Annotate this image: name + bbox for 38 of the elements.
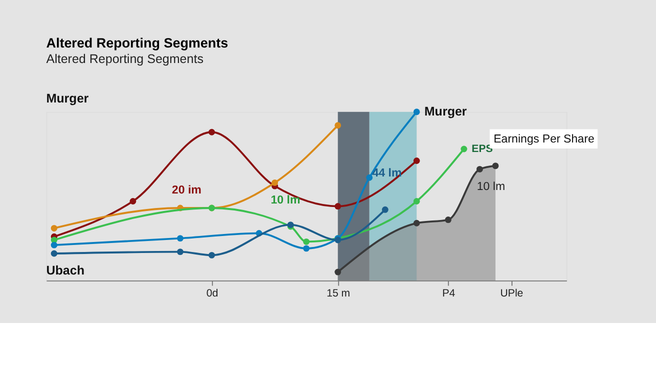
point [334,268,342,276]
annotation: 10 lm [270,194,300,206]
annotation: Ubach [46,264,84,278]
point [366,174,373,181]
point [303,245,310,252]
point [492,162,499,170]
point [334,203,342,210]
point [50,250,58,257]
point [303,238,310,245]
x-tick-label: 0d [206,287,218,300]
point [413,158,420,164]
point [176,248,184,256]
chart-title: Altered Reporting Segments [46,35,228,50]
annotation: 10 lm [476,180,506,193]
chart-subtitle: Altered Reporting Segments [46,52,204,66]
point [50,224,58,232]
point [444,216,452,224]
point [130,198,136,204]
x-tick-label: UPle [500,287,524,300]
annotation: 44 lm [372,167,402,180]
annotation: Earnings Per Share [494,134,594,146]
annotation: 20 im [172,184,202,196]
point [176,235,184,242]
point [334,122,342,129]
point [208,252,215,258]
point [413,198,420,204]
x-tick-label: P4 [442,287,456,300]
text: Murger [46,91,89,106]
point [413,108,420,116]
point [272,179,278,186]
series-label: Murger [424,104,467,119]
point [460,146,468,152]
point [208,128,215,136]
point [382,206,388,213]
point [413,220,420,226]
x-tick-label: 15 m [326,287,350,300]
point [50,242,58,248]
point [476,166,483,172]
